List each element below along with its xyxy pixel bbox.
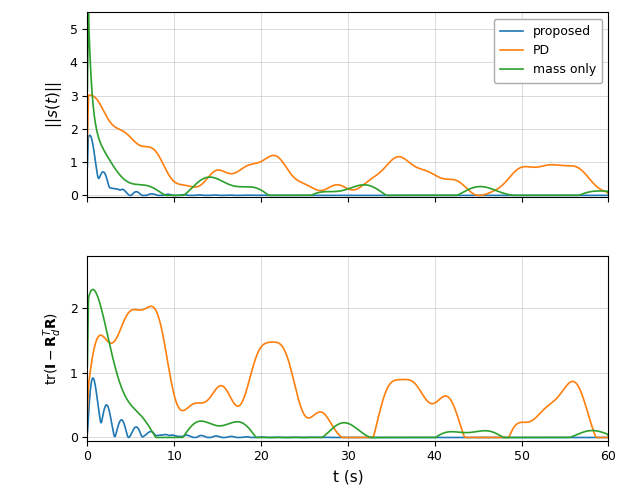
PD <box>205 174 212 180</box>
PD <box>605 191 612 197</box>
proposed <box>127 192 134 198</box>
Legend: proposed, PD, mass only: proposed, PD, mass only <box>494 19 602 83</box>
Line: PD: PD <box>87 95 608 195</box>
proposed <box>317 192 324 198</box>
X-axis label: t (s): t (s) <box>333 469 363 484</box>
Line: mass only: mass only <box>87 11 608 195</box>
proposed <box>601 192 608 198</box>
mass only <box>210 175 218 181</box>
proposed <box>84 164 91 170</box>
mass only <box>205 174 212 180</box>
mass only <box>317 189 324 195</box>
proposed <box>86 132 94 138</box>
PD <box>601 188 608 194</box>
PD <box>475 192 482 198</box>
PD <box>317 188 324 194</box>
mass only <box>605 190 612 196</box>
proposed <box>208 192 215 198</box>
PD <box>86 92 94 98</box>
proposed <box>605 192 612 198</box>
mass only <box>162 192 170 198</box>
PD <box>207 171 215 177</box>
mass only <box>601 188 608 194</box>
proposed <box>205 192 212 198</box>
proposed <box>280 192 288 198</box>
Y-axis label: $\mathrm{tr}(\mathbf{I} - \mathbf{R}_d^T \mathbf{R})$: $\mathrm{tr}(\mathbf{I} - \mathbf{R}_d^T… <box>41 312 64 385</box>
mass only <box>85 8 92 14</box>
mass only <box>280 192 288 198</box>
mass only <box>84 88 91 94</box>
PD <box>84 140 91 146</box>
Line: proposed: proposed <box>87 135 608 195</box>
mass only <box>208 174 215 180</box>
PD <box>280 161 288 167</box>
Y-axis label: $||s(t)||$: $||s(t)||$ <box>44 82 64 128</box>
PD <box>210 169 218 175</box>
proposed <box>210 192 218 198</box>
